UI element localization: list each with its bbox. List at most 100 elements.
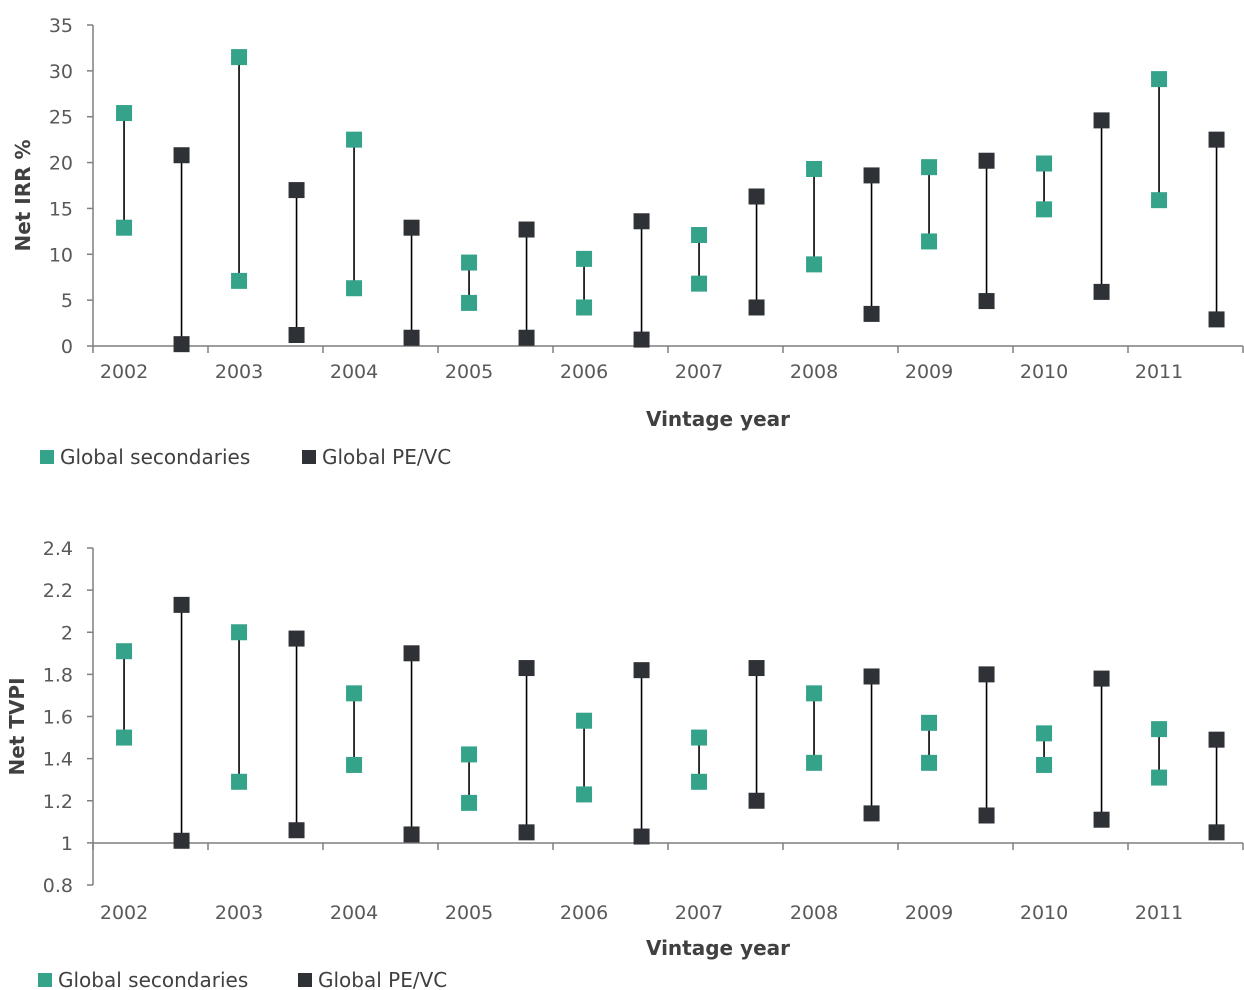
marker-low-secondaries (1036, 756, 1053, 773)
marker-high-pevc (1208, 131, 1225, 148)
marker-low-pevc (863, 805, 880, 822)
marker-high-pevc (863, 167, 880, 184)
x-tick-label: 2005 (445, 361, 493, 383)
marker-low-pevc (403, 329, 420, 346)
marker-low-pevc (748, 792, 765, 809)
marker-high-secondaries (691, 729, 708, 746)
marker-high-secondaries (921, 159, 938, 176)
x-tick-label: 2006 (560, 361, 608, 383)
marker-high-pevc (288, 182, 305, 199)
marker-high-pevc (748, 660, 765, 677)
x-tick-label: 2008 (790, 361, 838, 383)
marker-high-secondaries (1036, 725, 1053, 742)
marker-high-secondaries (231, 49, 248, 66)
marker-low-secondaries (921, 233, 938, 250)
marker-low-pevc (633, 331, 650, 348)
marker-low-secondaries (1036, 201, 1053, 218)
marker-low-pevc (173, 336, 190, 353)
y-tick-label: 2.4 (43, 538, 73, 560)
marker-high-secondaries (116, 105, 133, 122)
y-tick-label: 0 (61, 336, 73, 358)
marker-high-secondaries (116, 643, 133, 660)
x-tick-label: 2011 (1135, 902, 1183, 924)
x-tick-label: 2004 (330, 361, 378, 383)
marker-high-pevc (1093, 670, 1110, 687)
marker-high-secondaries (806, 160, 823, 177)
y-tick-label: 15 (49, 198, 73, 220)
y-axis-title: Net IRR % (11, 139, 35, 251)
marker-low-pevc (403, 826, 420, 843)
x-tick-label: 2010 (1020, 902, 1068, 924)
marker-low-secondaries (806, 256, 823, 273)
x-tick-label: 2004 (330, 902, 378, 924)
marker-low-secondaries (576, 786, 593, 803)
marker-high-secondaries (461, 746, 478, 763)
legend-swatch-secondaries (38, 973, 52, 987)
marker-low-secondaries (921, 754, 938, 771)
marker-high-secondaries (1151, 721, 1168, 738)
marker-low-pevc (173, 832, 190, 849)
legend-label-pevc: Global PE/VC (318, 968, 447, 990)
marker-low-secondaries (231, 773, 248, 790)
marker-low-secondaries (1151, 192, 1168, 209)
x-tick-label: 2003 (215, 361, 263, 383)
y-tick-label: 1 (61, 833, 73, 855)
legend-label-secondaries: Global secondaries (58, 968, 248, 990)
x-tick-label: 2002 (100, 902, 148, 924)
y-tick-label: 25 (49, 107, 73, 129)
marker-high-pevc (863, 668, 880, 685)
y-tick-label: 30 (49, 61, 73, 83)
marker-high-secondaries (576, 250, 593, 267)
marker-low-secondaries (116, 219, 133, 236)
marker-high-secondaries (921, 714, 938, 731)
x-axis-title: Vintage year (646, 936, 790, 960)
x-tick-label: 2007 (675, 902, 723, 924)
marker-high-secondaries (1151, 71, 1168, 88)
marker-high-secondaries (1036, 155, 1053, 172)
y-tick-label: 2 (61, 622, 73, 644)
x-tick-label: 2007 (675, 361, 723, 383)
marker-high-secondaries (691, 227, 708, 244)
marker-high-secondaries (346, 131, 363, 148)
marker-high-pevc (1208, 731, 1225, 748)
marker-low-pevc (1208, 824, 1225, 841)
marker-low-pevc (1093, 811, 1110, 828)
marker-high-pevc (173, 596, 190, 613)
marker-low-secondaries (461, 294, 478, 311)
marker-high-pevc (633, 213, 650, 230)
legend-swatch-pevc (298, 973, 312, 987)
marker-high-pevc (748, 188, 765, 205)
marker-low-pevc (518, 824, 535, 841)
marker-low-pevc (288, 326, 305, 343)
marker-high-secondaries (576, 712, 593, 729)
marker-high-pevc (518, 221, 535, 238)
marker-low-secondaries (576, 299, 593, 316)
marker-low-pevc (518, 329, 535, 346)
y-axis-title: Net TVPI (5, 677, 29, 775)
x-tick-label: 2010 (1020, 361, 1068, 383)
marker-high-pevc (288, 630, 305, 647)
x-tick-label: 2011 (1135, 361, 1183, 383)
chart-panel-1: 0 5 10 15 20 25 30 35 2002 2003 2004 2005 2006 2007 20… (11, 15, 1244, 469)
y-tick-label: 2.2 (43, 580, 73, 602)
legend-swatch-secondaries (40, 450, 54, 464)
marker-low-pevc (978, 293, 995, 310)
marker-high-pevc (978, 666, 995, 683)
marker-low-pevc (863, 305, 880, 322)
marker-low-secondaries (1151, 769, 1168, 786)
marker-low-secondaries (231, 272, 248, 289)
x-tick-label: 2009 (905, 902, 953, 924)
y-tick-label: 1.6 (43, 707, 73, 729)
marker-high-secondaries (231, 624, 248, 641)
marker-high-secondaries (806, 685, 823, 702)
chart-panel-2: 0.8 1 1.2 1.4 1.6 1.8 2 2.2 2.4 2002 2003 2004 2005 2… (5, 538, 1244, 990)
legend-swatch-pevc (302, 450, 316, 464)
marker-low-secondaries (461, 794, 478, 811)
marker-low-secondaries (806, 754, 823, 771)
y-tick-label: 20 (49, 153, 73, 175)
marker-high-pevc (518, 660, 535, 677)
marker-low-pevc (633, 828, 650, 845)
legend-label-pevc: Global PE/VC (322, 445, 451, 469)
